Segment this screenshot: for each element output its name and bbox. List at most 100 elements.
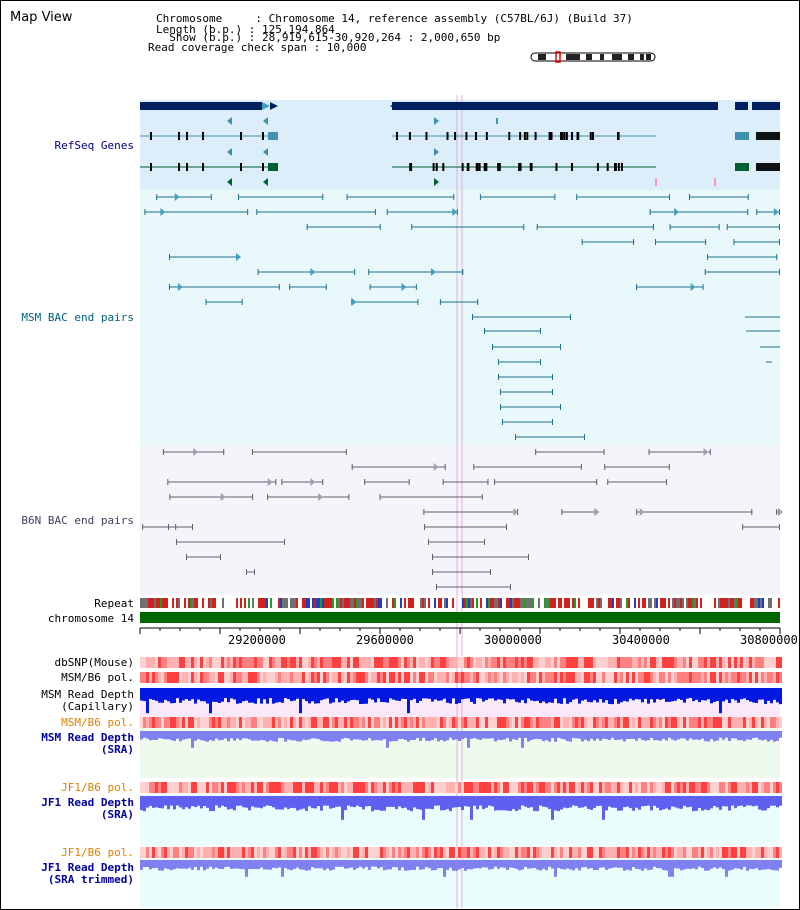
gene-exon <box>563 132 566 140</box>
polymorphism-cell <box>152 717 155 728</box>
repeat-element <box>672 598 674 608</box>
polymorphism-cell <box>530 717 533 728</box>
read-depth-bar <box>284 860 287 869</box>
read-depth-bar <box>479 731 482 740</box>
read-depth-bar <box>305 860 308 871</box>
read-depth-bar <box>503 688 506 704</box>
polymorphism-cell <box>542 672 545 683</box>
read-depth-bar <box>617 860 620 868</box>
gene-exon <box>408 132 411 140</box>
bac-end <box>668 464 670 470</box>
read-depth-bar <box>521 860 524 870</box>
repeat-element <box>252 598 254 608</box>
polymorphism-cell <box>659 657 662 668</box>
read-depth-bar <box>587 688 590 702</box>
track-label-msm-depth-cap: MSM Read Depth <box>41 688 134 701</box>
gene-exon <box>519 132 522 140</box>
polymorphism-cell <box>299 847 302 858</box>
polymorphism-cell <box>425 847 428 858</box>
polymorphism-cell <box>305 717 308 728</box>
read-depth-bar <box>266 731 269 742</box>
polymorphism-cell <box>383 672 386 683</box>
polymorphism-cell <box>746 717 749 728</box>
read-depth-bar <box>740 860 743 870</box>
repeat-element <box>152 598 154 608</box>
polymorphism-cell <box>770 847 773 858</box>
polymorphism-cell <box>368 657 371 668</box>
polymorphism-cell <box>242 782 245 793</box>
polymorphism-cell <box>773 657 776 668</box>
polymorphism-cell <box>209 847 212 858</box>
track-label-b6n-bac[interactable]: B6N BAC end pairs <box>21 514 134 527</box>
polymorphism-cell <box>362 657 365 668</box>
read-depth-bar <box>485 796 488 808</box>
gene-exon <box>186 132 188 140</box>
read-depth-bar <box>413 860 416 870</box>
read-depth-bar <box>692 860 695 869</box>
polymorphism-cell <box>548 672 551 683</box>
polymorphism-cell <box>248 672 251 683</box>
bac-end <box>747 209 749 215</box>
polymorphism-cell <box>581 717 584 728</box>
polymorphism-cell <box>455 847 458 858</box>
polymorphism-cell <box>554 847 557 858</box>
polymorphism-cell <box>182 782 185 793</box>
read-depth-bar <box>575 731 578 739</box>
repeat-element <box>452 598 454 608</box>
polymorphism-cell <box>140 847 143 858</box>
polymorphism-cell <box>314 847 317 858</box>
read-depth-bar <box>275 688 278 703</box>
polymorphism-cell <box>251 672 254 683</box>
polymorphism-cell <box>545 782 548 793</box>
polymorphism-cell <box>752 672 755 683</box>
ideogram-band <box>646 54 651 60</box>
polymorphism-cell <box>452 672 455 683</box>
repeat-element <box>278 598 280 608</box>
gene-utr <box>268 163 278 171</box>
read-depth-bar <box>731 796 734 806</box>
read-depth-bar <box>740 796 743 806</box>
polymorphism-cell <box>335 672 338 683</box>
read-depth-bar <box>773 731 776 742</box>
repeat-element <box>368 598 370 608</box>
read-depth-bar <box>572 860 575 871</box>
bac-end <box>756 209 758 215</box>
read-depth-bar <box>284 796 287 808</box>
read-depth-bar <box>197 731 200 740</box>
polymorphism-cell <box>302 657 305 668</box>
track-label-msm-bac[interactable]: MSM BAC end pairs <box>21 311 134 324</box>
read-depth-bar <box>266 860 269 870</box>
repeat-element <box>212 598 214 608</box>
read-depth-bar <box>482 731 485 739</box>
read-depth-bar <box>488 731 491 739</box>
polymorphism-cell <box>455 717 458 728</box>
gene-exon <box>530 163 533 171</box>
read-depth-bar <box>539 796 542 806</box>
polymorphism-cell <box>719 847 722 858</box>
polymorphism-cell <box>395 782 398 793</box>
polymorphism-cell <box>680 672 683 683</box>
repeat-element <box>550 598 552 608</box>
gene-exon <box>592 132 595 140</box>
read-depth-bar <box>242 731 245 739</box>
repeat-element <box>560 598 562 608</box>
read-depth-bar <box>572 731 575 738</box>
read-depth-bar <box>584 688 587 700</box>
read-depth-bar <box>353 731 356 740</box>
read-depth-bar <box>239 688 242 704</box>
read-depth-bar <box>308 731 311 740</box>
track-label-refseq[interactable]: RefSeq Genes <box>54 139 134 152</box>
polymorphism-cell <box>365 717 368 728</box>
gene-exon <box>620 163 623 171</box>
repeat-element <box>420 598 422 608</box>
read-depth-bar <box>455 796 458 808</box>
polymorphism-cell <box>254 717 257 728</box>
read-depth-bar <box>416 731 419 738</box>
read-depth-bar <box>302 796 305 809</box>
read-depth-bar <box>587 731 590 742</box>
read-depth-bar <box>332 860 335 870</box>
polymorphism-cell <box>251 782 254 793</box>
ideogram-band <box>538 54 546 60</box>
polymorphism-cell <box>554 782 557 793</box>
